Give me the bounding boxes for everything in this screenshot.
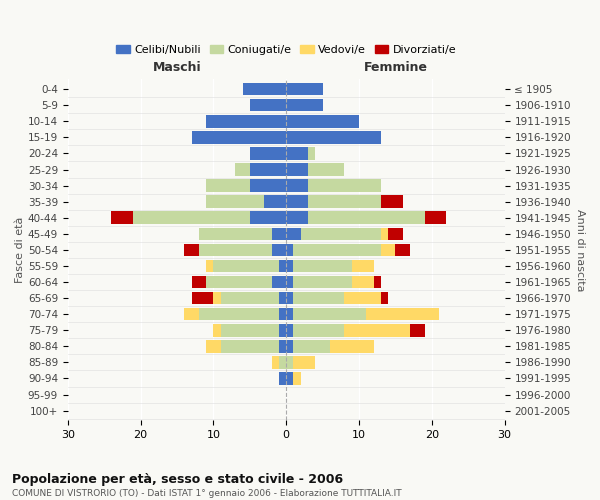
- Bar: [381, 244, 395, 256]
- Bar: [242, 83, 286, 96]
- Bar: [308, 163, 344, 176]
- Bar: [214, 260, 279, 272]
- Bar: [235, 163, 250, 176]
- Bar: [272, 276, 286, 288]
- Bar: [250, 212, 286, 224]
- Bar: [286, 180, 308, 192]
- Bar: [425, 212, 446, 224]
- Bar: [279, 340, 286, 352]
- Bar: [250, 163, 286, 176]
- Bar: [279, 372, 286, 385]
- Bar: [308, 180, 381, 192]
- Bar: [388, 228, 403, 240]
- Bar: [286, 228, 301, 240]
- Bar: [395, 244, 410, 256]
- Bar: [286, 340, 293, 352]
- Bar: [352, 276, 374, 288]
- Bar: [199, 228, 272, 240]
- Y-axis label: Anni di nascita: Anni di nascita: [575, 208, 585, 291]
- Bar: [265, 196, 286, 208]
- Bar: [199, 308, 279, 320]
- Bar: [286, 324, 293, 336]
- Bar: [250, 147, 286, 160]
- Bar: [191, 131, 286, 143]
- Bar: [352, 260, 374, 272]
- Bar: [221, 292, 279, 304]
- Bar: [286, 244, 293, 256]
- Bar: [279, 260, 286, 272]
- Bar: [293, 260, 352, 272]
- Bar: [206, 196, 265, 208]
- Bar: [293, 340, 330, 352]
- Legend: Celibi/Nubili, Coniugati/e, Vedovi/e, Divorziati/e: Celibi/Nubili, Coniugati/e, Vedovi/e, Di…: [112, 40, 461, 60]
- Bar: [366, 308, 439, 320]
- Bar: [221, 324, 279, 336]
- Bar: [344, 292, 381, 304]
- Bar: [191, 276, 206, 288]
- Bar: [286, 260, 293, 272]
- Bar: [286, 356, 293, 368]
- Bar: [112, 212, 133, 224]
- Bar: [293, 372, 301, 385]
- Bar: [293, 308, 366, 320]
- Bar: [293, 356, 316, 368]
- Bar: [279, 324, 286, 336]
- Bar: [301, 228, 381, 240]
- Bar: [381, 292, 388, 304]
- Bar: [184, 308, 199, 320]
- Bar: [250, 99, 286, 112]
- Bar: [286, 372, 293, 385]
- Bar: [286, 131, 381, 143]
- Bar: [286, 292, 293, 304]
- Bar: [330, 340, 374, 352]
- Bar: [293, 244, 381, 256]
- Bar: [286, 83, 323, 96]
- Bar: [206, 115, 286, 128]
- Bar: [308, 212, 425, 224]
- Bar: [286, 147, 308, 160]
- Bar: [293, 276, 352, 288]
- Bar: [279, 292, 286, 304]
- Bar: [279, 356, 286, 368]
- Bar: [286, 196, 308, 208]
- Text: COMUNE DI VISTRORIO (TO) - Dati ISTAT 1° gennaio 2006 - Elaborazione TUTTITALIA.: COMUNE DI VISTRORIO (TO) - Dati ISTAT 1°…: [12, 489, 401, 498]
- Bar: [286, 163, 308, 176]
- Bar: [286, 212, 308, 224]
- Bar: [344, 324, 410, 336]
- Bar: [250, 180, 286, 192]
- Bar: [214, 292, 221, 304]
- Bar: [214, 324, 221, 336]
- Y-axis label: Fasce di età: Fasce di età: [15, 216, 25, 283]
- Bar: [286, 308, 293, 320]
- Bar: [133, 212, 250, 224]
- Bar: [199, 244, 272, 256]
- Bar: [381, 228, 388, 240]
- Bar: [308, 196, 381, 208]
- Bar: [286, 115, 359, 128]
- Bar: [221, 340, 279, 352]
- Bar: [279, 308, 286, 320]
- Bar: [191, 292, 214, 304]
- Bar: [286, 99, 323, 112]
- Bar: [293, 324, 344, 336]
- Bar: [206, 260, 214, 272]
- Bar: [206, 276, 272, 288]
- Bar: [410, 324, 425, 336]
- Text: Femmine: Femmine: [364, 61, 427, 74]
- Bar: [293, 292, 344, 304]
- Bar: [206, 340, 221, 352]
- Bar: [374, 276, 381, 288]
- Bar: [272, 356, 279, 368]
- Bar: [272, 244, 286, 256]
- Bar: [184, 244, 199, 256]
- Bar: [206, 180, 250, 192]
- Text: Popolazione per età, sesso e stato civile - 2006: Popolazione per età, sesso e stato civil…: [12, 472, 343, 486]
- Bar: [286, 276, 293, 288]
- Text: Maschi: Maschi: [152, 61, 201, 74]
- Bar: [308, 147, 316, 160]
- Bar: [381, 196, 403, 208]
- Bar: [272, 228, 286, 240]
